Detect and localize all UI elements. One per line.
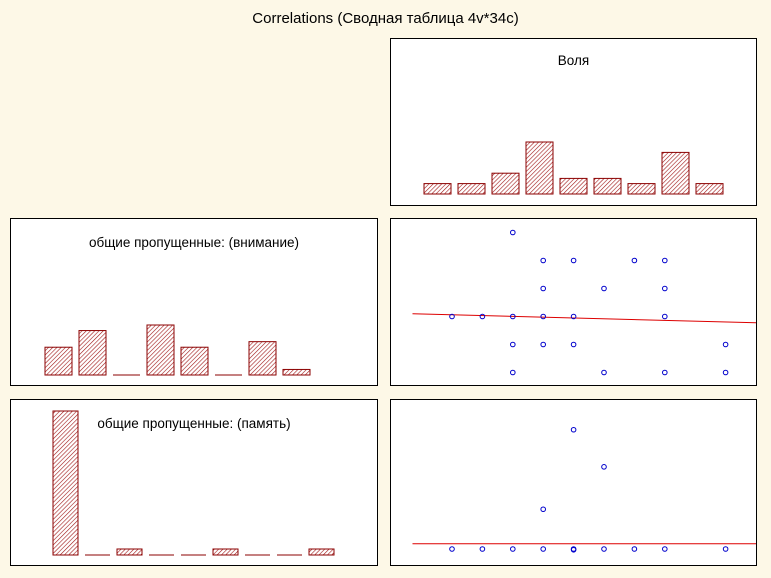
scatter-point xyxy=(631,546,638,552)
histogram-bar xyxy=(248,341,277,376)
histogram-title: общие пропущенные: (память) xyxy=(97,416,291,431)
scatter-point xyxy=(510,369,516,376)
histogram-title: общие пропущенные: (внимание) xyxy=(88,235,300,250)
histogram-volya: Воля xyxy=(390,38,757,206)
histogram-bar xyxy=(423,183,452,195)
scatter-point xyxy=(601,285,607,292)
scatter-point xyxy=(601,464,607,470)
chart-title: Correlations (Сводная таблица 4v*34c) xyxy=(252,10,519,27)
histogram-title: Воля xyxy=(557,53,590,68)
scatter-point xyxy=(479,546,486,552)
scatter-plot xyxy=(412,426,756,553)
histogram-bar xyxy=(146,324,175,376)
scatter-point xyxy=(540,313,546,320)
histogram-bar xyxy=(593,177,622,195)
scatter-point xyxy=(510,229,516,236)
scatter-point xyxy=(601,369,607,376)
histogram-attention: общие пропущенные: (внимание) xyxy=(10,218,378,386)
scatter-point xyxy=(662,313,668,320)
scatter-point xyxy=(570,546,577,553)
scatter-point xyxy=(540,506,546,513)
scatter-point xyxy=(662,257,668,264)
histogram-bar xyxy=(180,346,209,376)
histogram-bar xyxy=(282,368,311,376)
scatter-point xyxy=(540,285,546,292)
scatter-point xyxy=(449,313,455,320)
histogram-bar xyxy=(78,330,107,376)
histogram-bar xyxy=(559,177,588,195)
scatter-point xyxy=(510,313,516,320)
scatter-point xyxy=(449,546,455,552)
scatter-point xyxy=(722,546,729,552)
scatter-point xyxy=(570,341,577,348)
histogram-bar xyxy=(627,183,656,195)
histogram-bar xyxy=(44,346,73,376)
histogram-bar xyxy=(116,548,143,556)
histogram-plot xyxy=(423,141,724,195)
scatter-point xyxy=(540,257,546,264)
scatterplot-volya-vs-memory xyxy=(390,399,757,566)
histogram-bar xyxy=(695,183,724,195)
scatter-plot xyxy=(412,229,756,376)
scatter-point xyxy=(570,257,577,264)
histogram-bar xyxy=(212,548,239,556)
scatter-point xyxy=(662,285,668,292)
scatterplot-volya-vs-attention xyxy=(390,218,757,386)
scatter-point xyxy=(722,341,729,348)
scatter-point xyxy=(570,313,577,320)
histogram-plot xyxy=(44,324,311,376)
scatter-point xyxy=(662,546,668,552)
histogram-bar xyxy=(525,141,554,195)
scatter-point xyxy=(722,369,729,376)
scatter-point xyxy=(540,341,546,348)
scatter-point xyxy=(631,257,638,264)
scatter-point xyxy=(479,313,486,320)
histogram-bar xyxy=(308,548,335,556)
scatter-point xyxy=(510,341,516,348)
scatter-point xyxy=(510,546,516,552)
histogram-bar xyxy=(661,151,690,195)
scatter-point xyxy=(662,369,668,376)
histogram-bar xyxy=(457,183,486,195)
scatter-point xyxy=(601,546,607,552)
histogram-bar xyxy=(491,172,520,195)
histogram-bar xyxy=(52,410,79,556)
histogram-memory: общие пропущенные: (память) xyxy=(10,399,378,566)
regression-line xyxy=(412,313,756,324)
histogram-plot xyxy=(52,410,335,556)
scatter-point xyxy=(570,426,577,433)
scatter-point xyxy=(540,546,546,552)
